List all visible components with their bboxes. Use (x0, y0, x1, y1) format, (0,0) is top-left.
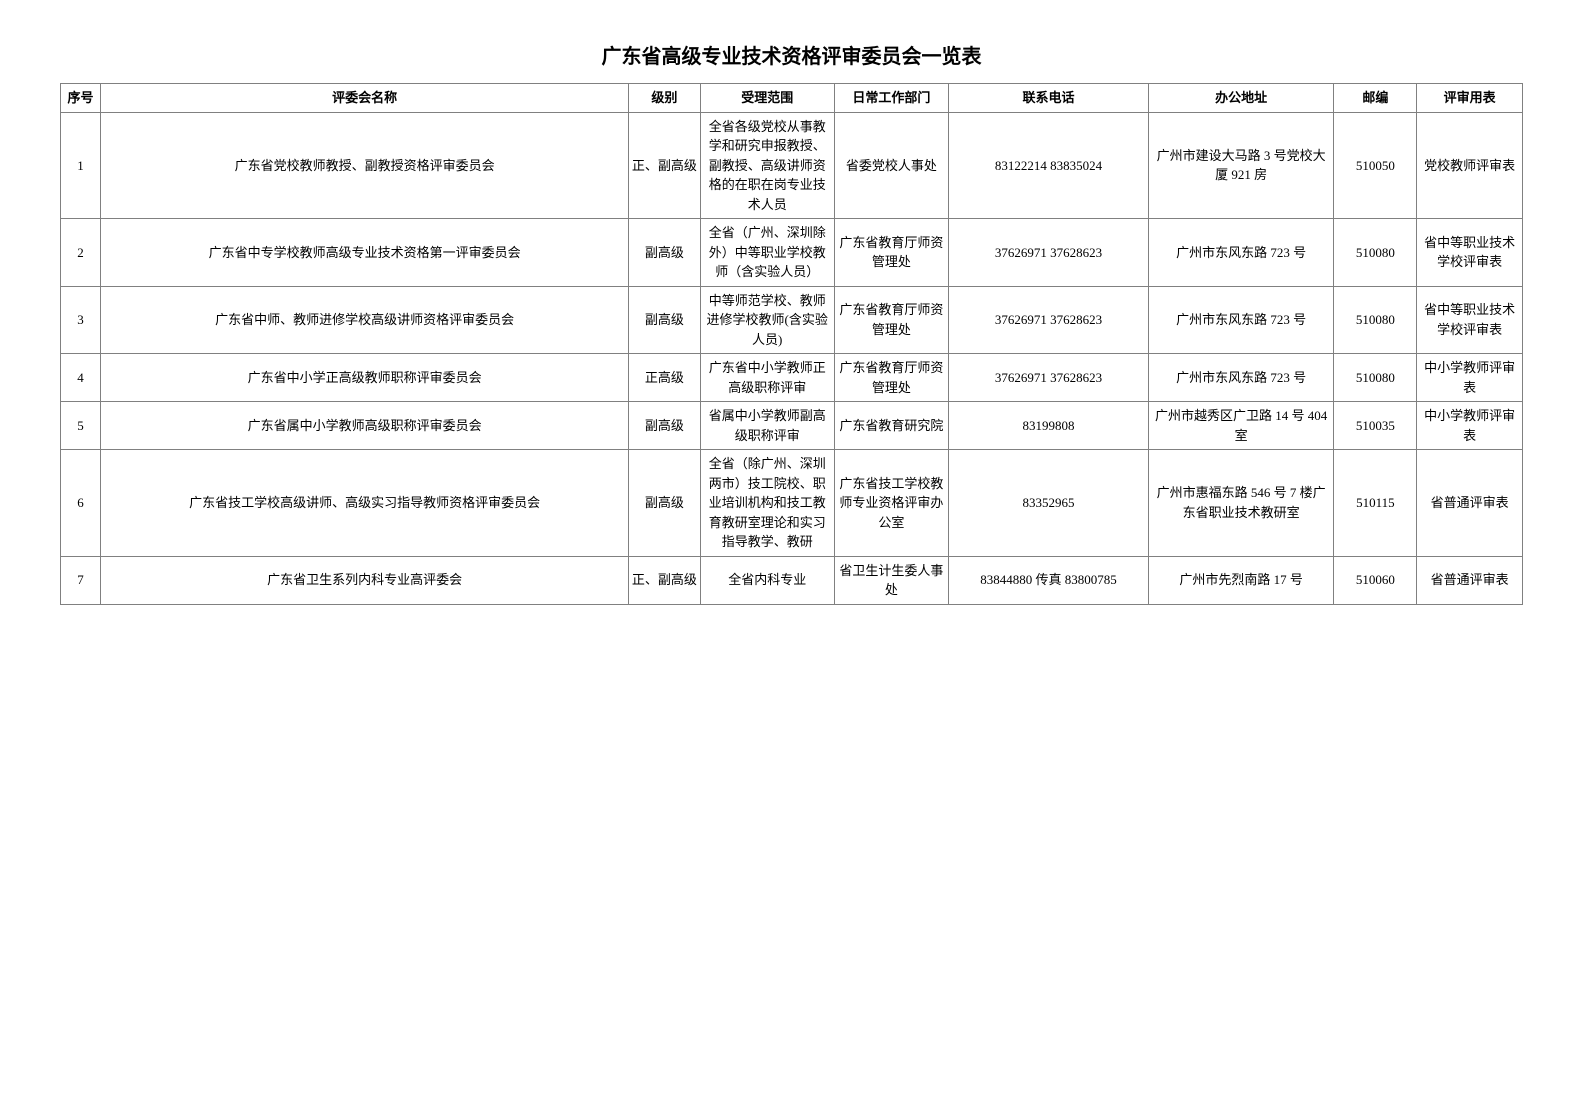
cell-dept: 广东省教育研究院 (834, 402, 948, 450)
cell-scope: 中等师范学校、教师进修学校教师(含实验人员) (700, 286, 834, 354)
cell-scope: 广东省中小学教师正高级职称评审 (700, 354, 834, 402)
cell-dept: 广东省教育厅师资管理处 (834, 354, 948, 402)
cell-dept: 广东省技工学校教师专业资格评审办公室 (834, 450, 948, 557)
cell-scope: 全省（广州、深圳除外）中等职业学校教师（含实验人员） (700, 219, 834, 287)
cell-name: 广东省属中小学教师高级职称评审委员会 (100, 402, 628, 450)
cell-addr: 广州市东风东路 723 号 (1148, 354, 1334, 402)
cell-seq: 4 (61, 354, 101, 402)
cell-zip: 510080 (1334, 286, 1417, 354)
cell-tel: 83122214 83835024 (949, 112, 1149, 219)
cell-seq: 2 (61, 219, 101, 287)
cell-name: 广东省党校教师教授、副教授资格评审委员会 (100, 112, 628, 219)
cell-dept: 省卫生计生委人事处 (834, 556, 948, 604)
col-seq: 序号 (61, 84, 101, 113)
cell-level: 副高级 (629, 286, 700, 354)
cell-dept: 广东省教育厅师资管理处 (834, 219, 948, 287)
col-level: 级别 (629, 84, 700, 113)
cell-zip: 510060 (1334, 556, 1417, 604)
cell-name: 广东省卫生系列内科专业高评委会 (100, 556, 628, 604)
cell-level: 正、副高级 (629, 556, 700, 604)
cell-zip: 510080 (1334, 219, 1417, 287)
col-scope: 受理范围 (700, 84, 834, 113)
cell-tel: 37626971 37628623 (949, 219, 1149, 287)
cell-dept: 省委党校人事处 (834, 112, 948, 219)
cell-seq: 3 (61, 286, 101, 354)
cell-addr: 广州市建设大马路 3 号党校大厦 921 房 (1148, 112, 1334, 219)
col-addr: 办公地址 (1148, 84, 1334, 113)
cell-form: 省中等职业技术学校评审表 (1417, 286, 1523, 354)
cell-level: 副高级 (629, 402, 700, 450)
cell-tel: 83199808 (949, 402, 1149, 450)
committee-table: 序号 评委会名称 级别 受理范围 日常工作部门 联系电话 办公地址 邮编 评审用… (60, 83, 1523, 605)
page-title: 广东省高级专业技术资格评审委员会一览表 (60, 40, 1523, 69)
cell-scope: 全省内科专业 (700, 556, 834, 604)
table-row: 7 广东省卫生系列内科专业高评委会 正、副高级 全省内科专业 省卫生计生委人事处… (61, 556, 1523, 604)
cell-name: 广东省中师、教师进修学校高级讲师资格评审委员会 (100, 286, 628, 354)
cell-level: 正高级 (629, 354, 700, 402)
cell-addr: 广州市东风东路 723 号 (1148, 286, 1334, 354)
col-form: 评审用表 (1417, 84, 1523, 113)
table-row: 5 广东省属中小学教师高级职称评审委员会 副高级 省属中小学教师副高级职称评审 … (61, 402, 1523, 450)
cell-addr: 广州市先烈南路 17 号 (1148, 556, 1334, 604)
cell-seq: 5 (61, 402, 101, 450)
col-name: 评委会名称 (100, 84, 628, 113)
cell-zip: 510115 (1334, 450, 1417, 557)
cell-tel: 83844880 传真 83800785 (949, 556, 1149, 604)
cell-addr: 广州市东风东路 723 号 (1148, 219, 1334, 287)
cell-scope: 全省各级党校从事教学和研究申报教授、副教授、高级讲师资格的在职在岗专业技术人员 (700, 112, 834, 219)
cell-zip: 510080 (1334, 354, 1417, 402)
cell-form: 中小学教师评审表 (1417, 402, 1523, 450)
cell-form: 党校教师评审表 (1417, 112, 1523, 219)
cell-tel: 83352965 (949, 450, 1149, 557)
cell-level: 副高级 (629, 450, 700, 557)
col-tel: 联系电话 (949, 84, 1149, 113)
cell-addr: 广州市惠福东路 546 号 7 楼广东省职业技术教研室 (1148, 450, 1334, 557)
col-zip: 邮编 (1334, 84, 1417, 113)
cell-seq: 7 (61, 556, 101, 604)
cell-form: 省普通评审表 (1417, 450, 1523, 557)
cell-tel: 37626971 37628623 (949, 354, 1149, 402)
table-row: 4 广东省中小学正高级教师职称评审委员会 正高级 广东省中小学教师正高级职称评审… (61, 354, 1523, 402)
cell-name: 广东省技工学校高级讲师、高级实习指导教师资格评审委员会 (100, 450, 628, 557)
cell-scope: 全省（除广州、深圳两市）技工院校、职业培训机构和技工教育教研室理论和实习指导教学… (700, 450, 834, 557)
cell-level: 正、副高级 (629, 112, 700, 219)
cell-tel: 37626971 37628623 (949, 286, 1149, 354)
cell-zip: 510035 (1334, 402, 1417, 450)
cell-level: 副高级 (629, 219, 700, 287)
cell-seq: 6 (61, 450, 101, 557)
cell-name: 广东省中小学正高级教师职称评审委员会 (100, 354, 628, 402)
cell-zip: 510050 (1334, 112, 1417, 219)
cell-form: 中小学教师评审表 (1417, 354, 1523, 402)
table-row: 1 广东省党校教师教授、副教授资格评审委员会 正、副高级 全省各级党校从事教学和… (61, 112, 1523, 219)
cell-seq: 1 (61, 112, 101, 219)
cell-name: 广东省中专学校教师高级专业技术资格第一评审委员会 (100, 219, 628, 287)
table-row: 2 广东省中专学校教师高级专业技术资格第一评审委员会 副高级 全省（广州、深圳除… (61, 219, 1523, 287)
cell-dept: 广东省教育厅师资管理处 (834, 286, 948, 354)
table-row: 3 广东省中师、教师进修学校高级讲师资格评审委员会 副高级 中等师范学校、教师进… (61, 286, 1523, 354)
table-header-row: 序号 评委会名称 级别 受理范围 日常工作部门 联系电话 办公地址 邮编 评审用… (61, 84, 1523, 113)
cell-addr: 广州市越秀区广卫路 14 号 404 室 (1148, 402, 1334, 450)
cell-form: 省中等职业技术学校评审表 (1417, 219, 1523, 287)
cell-form: 省普通评审表 (1417, 556, 1523, 604)
table-row: 6 广东省技工学校高级讲师、高级实习指导教师资格评审委员会 副高级 全省（除广州… (61, 450, 1523, 557)
col-dept: 日常工作部门 (834, 84, 948, 113)
cell-scope: 省属中小学教师副高级职称评审 (700, 402, 834, 450)
